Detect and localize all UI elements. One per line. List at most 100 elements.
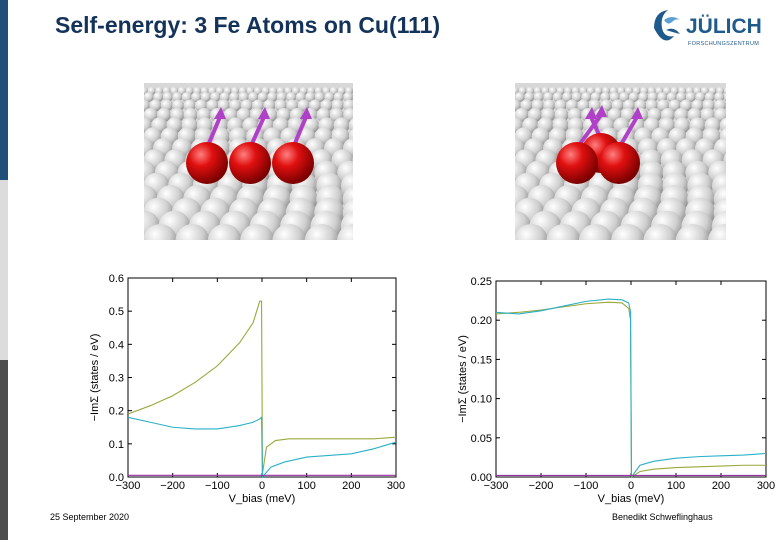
- chart-triangle-self-energy: −300 −200 −100 0 100 200 300 0.00 0.05 0.10 0.15 0.…: [457, 276, 775, 505]
- cu-atom: [207, 224, 242, 240]
- cu-atom: [685, 92, 696, 103]
- x-tick-label: 200: [342, 480, 360, 492]
- spin-arrow-head-icon: [631, 107, 643, 119]
- cu-atom: [643, 224, 678, 240]
- cu-atom: [272, 224, 307, 240]
- fe-atom: [556, 142, 598, 184]
- cu-atom: [333, 92, 344, 103]
- slide-title: Self-energy: 3 Fe Atoms on Cu(111): [55, 12, 441, 38]
- cu-atom: [515, 92, 525, 103]
- spin-arrow-head-icon: [300, 107, 312, 119]
- cu-atom: [229, 92, 240, 103]
- cu-atom: [546, 224, 581, 240]
- y-tick-label: 0.1: [109, 439, 124, 451]
- series-line-cyan: [127, 416, 397, 479]
- cu-atom: [144, 224, 178, 240]
- x-tick-label: −300: [116, 480, 141, 492]
- fe-atom: [186, 142, 228, 184]
- accent-bar-middle: [0, 180, 8, 360]
- cu-atom: [533, 92, 544, 103]
- cu-atom: [657, 92, 668, 103]
- x-tick-label: 0: [259, 480, 265, 492]
- cu-atom: [348, 118, 353, 133]
- y-axis-label: −ImΣ (states / eV): [457, 335, 469, 423]
- fe-atom: [229, 142, 271, 184]
- y-tick-label: 0.3: [109, 373, 124, 385]
- spin-arrow-head-icon: [258, 107, 270, 119]
- cu-atom: [144, 92, 154, 103]
- cu-atom: [714, 107, 726, 122]
- cu-atom: [723, 87, 726, 95]
- cu-atom: [676, 92, 687, 103]
- cu-atom: [628, 92, 639, 103]
- cu-atom: [611, 224, 646, 240]
- y-tick-label: 0.15: [471, 354, 492, 366]
- y-tick-label: 0.2: [109, 406, 124, 418]
- cu-atom: [515, 224, 549, 240]
- cu-atom: [704, 92, 715, 103]
- cu-atom: [240, 224, 275, 240]
- cu-atom: [257, 92, 268, 103]
- cu-atom: [571, 92, 582, 103]
- cu-atom: [707, 224, 726, 240]
- cu-atom: [590, 92, 601, 103]
- logo-subtitle: FORSCHUNGSZENTRUM: [688, 41, 759, 47]
- y-tick-label: 0.20: [471, 315, 492, 327]
- julich-logo-mark-icon: [654, 10, 680, 41]
- x-tick-label: −300: [484, 480, 509, 492]
- x-tick-label: −100: [205, 480, 230, 492]
- cu-atom: [578, 224, 613, 240]
- x-tick-label: 200: [712, 480, 730, 492]
- cu-atom: [175, 224, 210, 240]
- chart-linear-self-energy: −300 −200 −100 0 100 200 300 0.0 0.1 0.2 0.3 0.4 0.5…: [89, 273, 405, 505]
- fe-atom: [272, 142, 314, 184]
- cu-atom: [286, 92, 297, 103]
- cu-atom: [305, 92, 316, 103]
- x-tick-label: −100: [574, 480, 599, 492]
- julich-logo: JÜLICH FORSCHUNGSZENTRUM: [654, 10, 762, 47]
- cu-atom: [600, 92, 611, 103]
- three-fe-atoms-triangle-image: [515, 83, 726, 240]
- x-axis-label: V_bias (meV): [598, 493, 665, 505]
- y-tick-label: 0.4: [109, 339, 124, 351]
- accent-bar-top: [0, 0, 8, 180]
- y-tick-label: 0.25: [471, 276, 492, 288]
- y-axis-label: −ImΣ (states / eV): [89, 334, 101, 422]
- x-tick-label: 100: [297, 480, 315, 492]
- footer-date: 25 September 2020: [50, 512, 130, 522]
- y-tick-label: 0.5: [109, 306, 124, 318]
- cu-atom: [314, 92, 325, 103]
- three-fe-atoms-linear-image: [144, 83, 353, 240]
- y-tick-label: 0.10: [471, 394, 492, 406]
- cu-atom: [343, 92, 353, 103]
- footer-author: Benedikt Schweflinghaus: [612, 512, 713, 522]
- cu-atom: [219, 92, 230, 103]
- x-tick-label: 100: [667, 480, 685, 492]
- x-tick-label: 300: [757, 480, 775, 492]
- spin-arrow-head-icon: [585, 107, 597, 119]
- cu-atom: [714, 92, 725, 103]
- cu-atom: [276, 92, 287, 103]
- x-tick-label: −200: [160, 480, 185, 492]
- cu-atom: [723, 92, 726, 102]
- spin-arrow-head-icon: [214, 107, 226, 119]
- cu-atom: [668, 99, 681, 112]
- x-tick-label: 300: [387, 480, 405, 492]
- accent-bar-bottom: [0, 360, 8, 540]
- logo-name: JÜLICH: [686, 15, 762, 38]
- y-tick-label: 0.6: [109, 273, 124, 285]
- series-line-green: [127, 300, 397, 474]
- cu-atom: [619, 92, 630, 103]
- x-tick-label: 0: [628, 480, 634, 492]
- cu-atom: [200, 92, 211, 103]
- y-tick-label: 0.0: [109, 472, 124, 484]
- cu-atom: [543, 92, 554, 103]
- cu-atom: [675, 224, 710, 240]
- cu-atom: [191, 92, 202, 103]
- cu-atom: [304, 224, 339, 240]
- y-tick-label: 0.00: [471, 472, 492, 484]
- cu-atom: [647, 92, 658, 103]
- cu-atom: [248, 92, 259, 103]
- x-axis-label: V_bias (meV): [229, 493, 296, 505]
- cu-atom: [562, 92, 573, 103]
